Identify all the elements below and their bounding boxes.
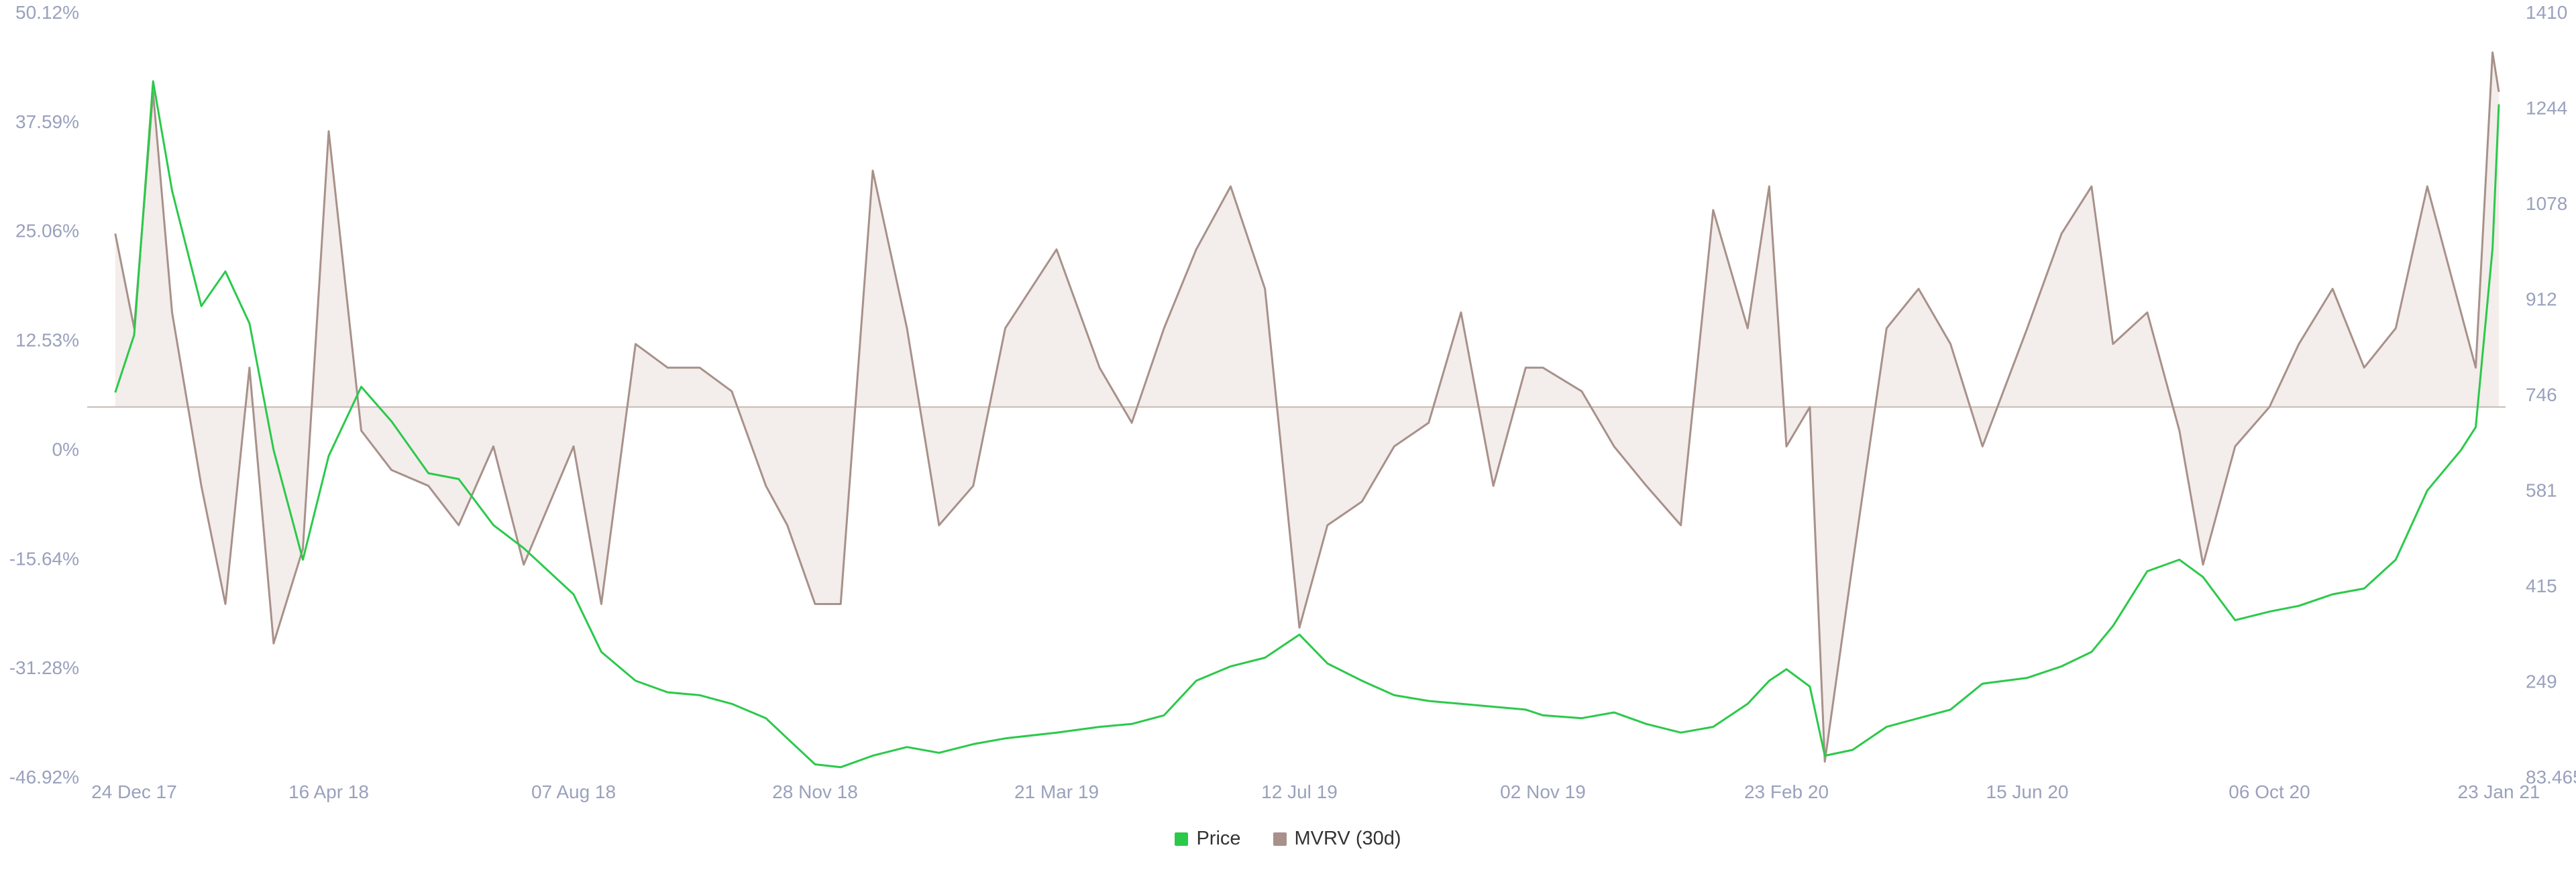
right-tick-label: 83.465	[2526, 767, 2576, 787]
left-tick-label: 25.06%	[15, 221, 79, 241]
x-tick-label: 07 Aug 18	[531, 781, 616, 802]
legend-item-price[interactable]: Price	[1175, 828, 1241, 850]
x-tick-label: 23 Feb 20	[1744, 781, 1829, 802]
left-tick-label: -15.64%	[9, 548, 79, 569]
left-tick-label: -46.92%	[9, 767, 79, 787]
x-tick-label: 21 Mar 19	[1014, 781, 1099, 802]
price-line-group	[114, 80, 2500, 769]
right-tick-label: 1410	[2526, 2, 2567, 23]
right-tick-label: 581	[2526, 480, 2557, 501]
x-tick-label: 06 Oct 20	[2229, 781, 2310, 802]
left-tick-label: -31.28%	[9, 657, 79, 678]
right-tick-label: 746	[2526, 384, 2557, 405]
left-axis: 50.12% 37.59% 25.06% 12.53% 0% -15.64% -31.28%…	[9, 2, 79, 787]
x-tick-label: 02 Nov 19	[1500, 781, 1586, 802]
left-tick-label: 0%	[52, 439, 79, 459]
right-tick-label: 1244	[2526, 98, 2567, 119]
legend-label-price: Price	[1196, 828, 1241, 849]
x-tick-label: 28 Nov 18	[772, 781, 858, 802]
price-line	[114, 80, 2500, 769]
left-tick-label: 37.59%	[15, 111, 79, 132]
mvrv-line	[114, 51, 2500, 763]
left-tick-label: 12.53%	[15, 330, 79, 351]
left-tick-label: 50.12%	[15, 2, 79, 23]
right-tick-label: 1078	[2526, 193, 2567, 214]
right-tick-label: 912	[2526, 289, 2557, 310]
x-tick-label: 15 Jun 20	[1986, 781, 2069, 802]
x-tick-label: 12 Jul 19	[1261, 781, 1338, 802]
right-axis: 1410 1244 1078 912 746 581 415 249 83.465	[2526, 2, 2576, 787]
legend: Price MVRV (30d)	[0, 828, 2576, 850]
legend-label-mvrv: MVRV (30d)	[1294, 828, 1401, 849]
right-tick-label: 249	[2526, 671, 2557, 692]
x-tick-label: 16 Apr 18	[288, 781, 369, 802]
x-tick-label: 23 Jan 21	[2458, 781, 2540, 802]
legend-swatch-mvrv	[1273, 832, 1287, 846]
legend-swatch-price	[1175, 832, 1189, 846]
legend-item-mvrv[interactable]: MVRV (30d)	[1273, 828, 1401, 850]
x-tick-label: 24 Dec 17	[91, 781, 177, 802]
mvrv-line-group	[114, 51, 2500, 763]
x-axis: 24 Dec 17 16 Apr 18 07 Aug 18 28 Nov 18 21 M…	[91, 781, 2540, 802]
right-tick-label: 415	[2526, 576, 2557, 596]
